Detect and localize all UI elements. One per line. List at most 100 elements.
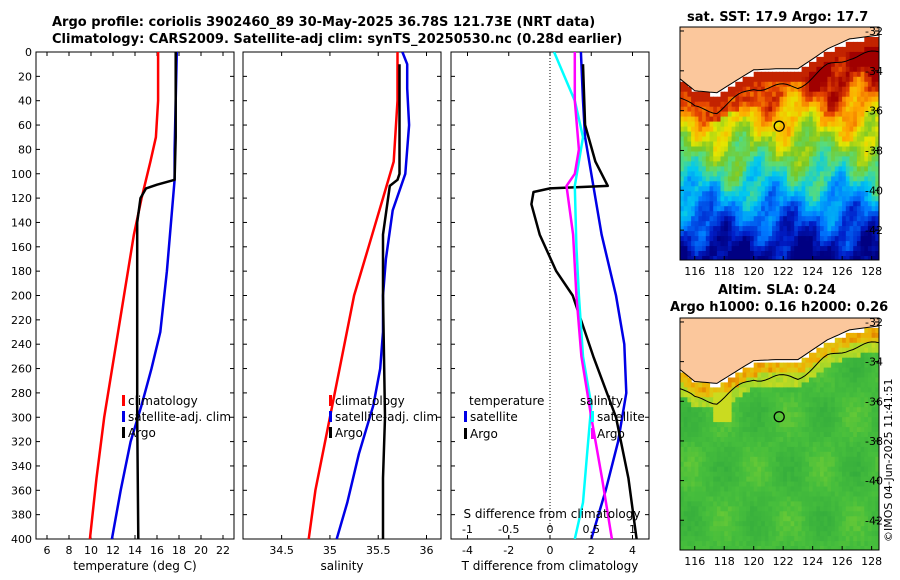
sla-map-cell — [761, 496, 766, 503]
sla-map-cell — [731, 392, 736, 398]
sla-map-cell — [856, 422, 862, 428]
sst-map-cell — [842, 201, 847, 207]
sla-map-cell — [786, 446, 792, 453]
diff-sal-legend-label: Argo — [597, 427, 625, 441]
sla-map-cell — [816, 397, 821, 403]
sla-map-cell — [709, 506, 714, 512]
sst-map-cell — [757, 101, 762, 108]
sla-map-cell — [698, 387, 703, 393]
sla-map-cell — [871, 327, 876, 334]
sst-map-cell — [713, 151, 718, 158]
sla-map-cell — [816, 536, 821, 542]
sst-map-cell — [761, 256, 766, 260]
sla-map-cell — [834, 451, 840, 458]
sla-map-cell — [786, 496, 792, 503]
sst-map-cell — [691, 176, 696, 182]
sla-map-cell — [768, 501, 773, 507]
sla-map-cell — [705, 446, 711, 453]
sst-map-cell — [720, 156, 725, 162]
sla-map-cell — [812, 451, 817, 458]
sla-map-cell — [683, 397, 688, 403]
sla-map-cell — [705, 526, 711, 532]
sst-map-cell — [838, 121, 843, 128]
sst-map-cell — [845, 236, 851, 242]
sst-map-cell — [827, 171, 832, 177]
sla-map-cell — [757, 471, 762, 478]
sst-map-cell — [680, 151, 685, 158]
sla-map-cell — [691, 446, 696, 453]
diff-salinity-axis-label: S difference from climatology — [464, 507, 641, 521]
diff-temp-legend-label: Argo — [470, 427, 498, 441]
sst-map-cell — [713, 156, 718, 162]
sla-map-cell — [794, 392, 799, 398]
sla-map-cell — [842, 456, 847, 463]
sst-map-cell — [757, 236, 762, 242]
sst-map-cell — [750, 81, 755, 88]
sst-map-cell — [757, 181, 762, 187]
sla-map-cell — [713, 402, 718, 408]
sst-map-cell — [779, 106, 784, 113]
sla-map-cell — [834, 491, 840, 498]
sst-map-cell — [742, 236, 747, 242]
sst-map-cell — [860, 241, 865, 247]
sst-map-cell — [805, 91, 810, 98]
sst-map-cell — [812, 161, 817, 167]
sla-map-cell — [683, 536, 688, 542]
sla-map-cell — [816, 496, 821, 503]
sst-map-cell — [809, 231, 814, 237]
sst-map-cell — [709, 126, 714, 133]
depth-tick-label: 280 — [11, 387, 32, 400]
sla-map-cell — [746, 437, 751, 443]
sst-map-cell — [805, 186, 810, 192]
sla-map-cell — [842, 511, 847, 517]
sla-map-cell — [842, 541, 847, 547]
sst-map-cell — [860, 201, 865, 207]
sla-map-cell — [827, 377, 832, 384]
sla-map-cell — [805, 461, 810, 468]
sla-map-cell — [867, 437, 873, 443]
sst-map-cell — [727, 226, 733, 232]
sst-map-cell — [875, 201, 879, 207]
sla-map-cell — [691, 417, 696, 423]
sla-map-cell — [794, 441, 799, 448]
sla-map-cell — [750, 432, 755, 438]
sla-map-cell — [875, 506, 879, 512]
sst-map-cell — [834, 236, 840, 242]
sla-map-cell — [720, 481, 725, 488]
sla-map-cell — [809, 407, 814, 413]
sst-map-cell — [871, 106, 876, 113]
sla-map-cell — [739, 541, 744, 547]
sla-map-cell — [724, 486, 729, 493]
sst-map-cell — [742, 231, 747, 237]
sla-map-cell — [720, 506, 725, 512]
sla-map-cell — [742, 506, 747, 512]
sst-map-cell — [786, 236, 792, 242]
sla-map-cell — [853, 402, 858, 408]
sla-map-cell — [764, 536, 770, 542]
sla-map-cell — [790, 372, 795, 379]
sst-map-cell — [812, 221, 817, 227]
sla-map-cell — [764, 481, 770, 488]
sst-map-cell — [871, 251, 876, 257]
sla-map-cell — [849, 481, 854, 488]
sst-map-cell — [853, 146, 858, 153]
sla-map-cell — [871, 367, 876, 374]
sla-map-cell — [683, 531, 688, 537]
sla-map-cell — [764, 372, 770, 379]
sst-map-cell — [746, 151, 751, 158]
sla-map-cell — [713, 397, 718, 403]
sla-map-cell — [709, 491, 714, 498]
sla-map-cell — [871, 427, 876, 433]
sst-map-cell — [772, 246, 777, 252]
sla-map-cell — [827, 471, 832, 478]
sla-map-cell — [680, 377, 685, 384]
sla-map-cell — [727, 432, 733, 438]
sst-map-cell — [827, 71, 832, 78]
sla-map-cell — [757, 432, 762, 438]
sst-map-cell — [680, 231, 685, 237]
sst-map-cell — [742, 141, 747, 148]
sla-map-cell — [860, 481, 865, 488]
sla-map-cell — [856, 471, 862, 478]
sst-map-cell — [860, 251, 865, 257]
sla-map-cell — [680, 456, 685, 463]
